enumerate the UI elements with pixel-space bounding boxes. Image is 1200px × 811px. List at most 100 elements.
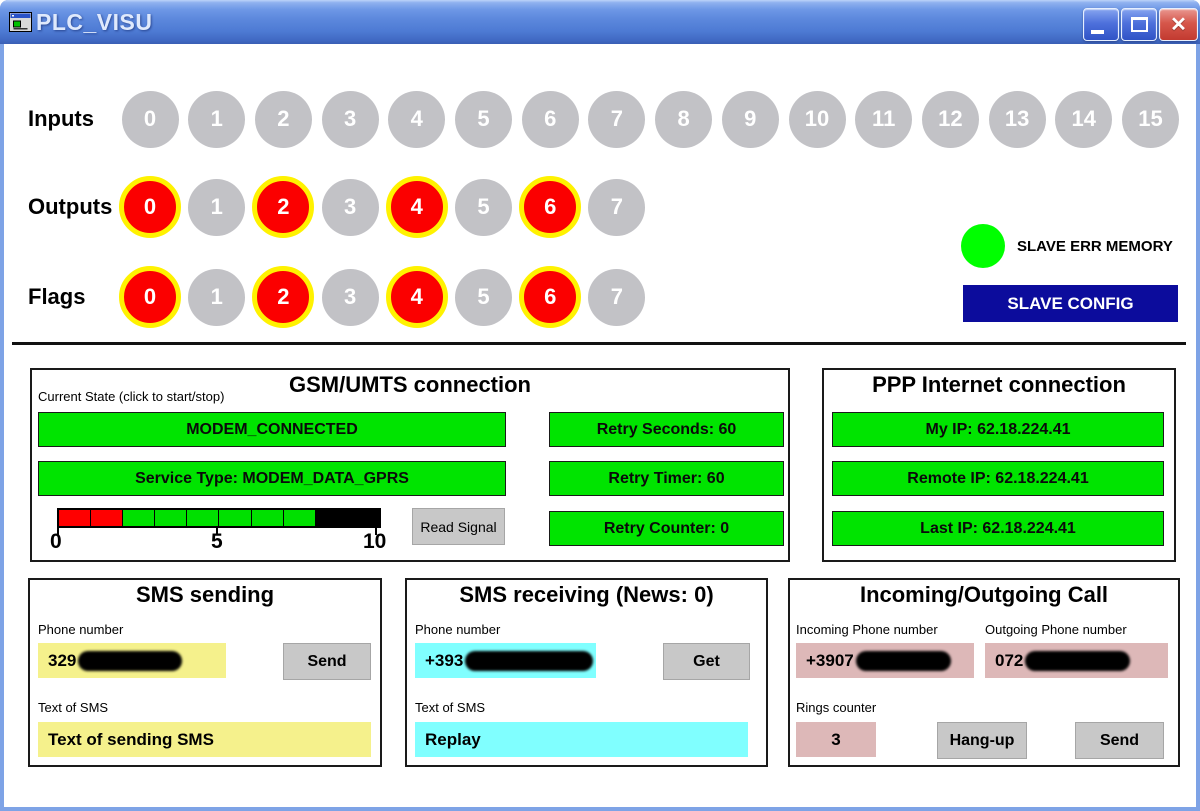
hang-up-button[interactable]: Hang-up <box>937 722 1027 759</box>
outputs-circle-4[interactable]: 4 <box>385 176 448 238</box>
sms-get-button[interactable]: Get <box>663 643 750 680</box>
window-title: PLC_VISU <box>36 9 153 35</box>
call-panel-title: Incoming/Outgoing Call <box>859 582 1109 607</box>
signal-meter-cell-1 <box>91 510 124 526</box>
incoming-phone-field[interactable]: +3907 <box>796 643 974 678</box>
flags-circle-6[interactable]: 6 <box>519 266 582 328</box>
sms-send-phone-value: 329 <box>48 650 77 670</box>
inputs-circle-9: 9 <box>721 90 779 148</box>
inputs-circle-14: 14 <box>1055 90 1113 148</box>
inputs-circle-2: 2 <box>254 90 312 148</box>
my-ip-box: My IP: 62.18.224.41 <box>832 412 1164 447</box>
call-panel: Incoming/Outgoing Call Incoming Phone nu… <box>788 578 1180 767</box>
inputs-circle-4: 4 <box>388 90 446 148</box>
incoming-phone-value: +3907 <box>806 650 854 670</box>
outputs-circle-6[interactable]: 6 <box>519 176 582 238</box>
flags-circle-0[interactable]: 0 <box>119 266 181 328</box>
incoming-phone-label: Incoming Phone number <box>796 622 938 637</box>
minimize-icon <box>1090 29 1104 34</box>
ppp-panel-title: PPP Internet connection <box>872 372 1126 397</box>
sms-recv-phone-label: Phone number <box>415 622 501 637</box>
inputs-circle-6: 6 <box>521 90 579 148</box>
app-icon <box>9 12 32 37</box>
meter-tick-0 <box>57 526 59 535</box>
outputs-circle-7[interactable]: 7 <box>588 178 646 236</box>
slave-config-button[interactable]: SLAVE CONFIG <box>963 285 1178 322</box>
sms-sending-panel: SMS sending Phone number 329 Send Text o… <box>28 578 382 767</box>
inputs-circle-5: 5 <box>455 90 512 148</box>
sms-send-text-field[interactable]: Text of sending SMS <box>38 722 371 757</box>
outputs-row-label: Outputs <box>28 194 113 219</box>
gsm-panel-title: GSM/UMTS connection <box>289 372 531 397</box>
flags-circle-5[interactable]: 5 <box>455 268 512 326</box>
sms-send-phone-field[interactable]: 329 <box>38 643 226 678</box>
meter-tick-10 <box>375 526 377 535</box>
sms-sending-title: SMS sending <box>135 582 275 607</box>
retry-timer-box: Retry Timer: 60 <box>549 461 784 496</box>
sms-send-button[interactable]: Send <box>283 643 371 680</box>
outgoing-phone-field[interactable]: 072 <box>985 643 1168 678</box>
outputs-circle-1[interactable]: 1 <box>188 178 246 236</box>
service-type-box: Service Type: MODEM_DATA_GPRS <box>38 461 506 496</box>
sms-recv-phone-field[interactable]: +393 <box>415 643 596 678</box>
inputs-circle-0: 0 <box>121 90 179 148</box>
flags-row-label: Flags <box>28 284 86 309</box>
call-send-button[interactable]: Send <box>1075 722 1164 759</box>
sms-send-text-label: Text of SMS <box>38 700 109 715</box>
inputs-circle-3: 3 <box>321 90 379 148</box>
rings-counter-label: Rings counter <box>796 700 877 715</box>
redaction-blob <box>855 650 951 671</box>
signal-meter-cell-8 <box>315 510 348 526</box>
flags-circle-2[interactable]: 2 <box>252 266 315 328</box>
current-state-label: Current State (click to start/stop) <box>38 389 225 404</box>
slave-err-memory-lamp <box>961 224 1005 268</box>
flags-circle-3[interactable]: 3 <box>321 268 379 326</box>
meter-label-mid: 5 <box>211 530 223 553</box>
maximize-button[interactable] <box>1121 8 1157 41</box>
meter-tick-5 <box>216 526 218 535</box>
signal-meter <box>57 508 381 528</box>
outgoing-phone-value: 072 <box>995 650 1024 670</box>
sms-recv-text-field[interactable]: Replay <box>415 722 748 757</box>
signal-meter-cell-2 <box>123 510 156 526</box>
inputs-row-label: Inputs <box>28 106 94 131</box>
signal-meter-cell-4 <box>187 510 220 526</box>
signal-meter-cell-9 <box>347 510 379 526</box>
signal-meter-cell-3 <box>155 510 188 526</box>
flags-circle-7[interactable]: 7 <box>588 268 646 326</box>
meter-label-max: 10 <box>363 530 387 553</box>
inputs-circle-10: 10 <box>788 90 846 148</box>
minimize-button[interactable] <box>1083 8 1119 41</box>
slave-err-memory-label: SLAVE ERR MEMORY <box>1017 238 1173 255</box>
flags-circle-4[interactable]: 4 <box>385 266 448 328</box>
sms-receiving-panel: SMS receiving (News: 0) Phone number +39… <box>405 578 768 767</box>
inputs-circle-13: 13 <box>988 90 1046 148</box>
retry-counter-box: Retry Counter: 0 <box>549 511 784 546</box>
remote-ip-box: Remote IP: 62.18.224.41 <box>832 461 1164 496</box>
outputs-circle-2[interactable]: 2 <box>252 176 315 238</box>
close-button[interactable]: ✕ <box>1159 8 1198 41</box>
signal-meter-cell-5 <box>219 510 252 526</box>
outputs-circle-0[interactable]: 0 <box>119 176 181 238</box>
modem-state-box[interactable]: MODEM_CONNECTED <box>38 412 506 447</box>
title-bar[interactable]: PLC_VISU ✕ <box>0 0 1200 44</box>
redaction-blob <box>78 650 183 671</box>
section-divider <box>12 342 1186 345</box>
flags-circle-1[interactable]: 1 <box>188 268 246 326</box>
inputs-circle-12: 12 <box>921 90 979 148</box>
inputs-circle-11: 11 <box>855 90 913 148</box>
read-signal-button[interactable]: Read Signal <box>412 508 505 545</box>
outgoing-phone-label: Outgoing Phone number <box>985 622 1127 637</box>
sms-recv-text-label: Text of SMS <box>415 700 486 715</box>
sms-recv-phone-value: +393 <box>425 650 464 670</box>
ppp-panel: PPP Internet connection My IP: 62.18.224… <box>822 368 1176 562</box>
inputs-circle-8: 8 <box>655 90 713 148</box>
retry-seconds-box: Retry Seconds: 60 <box>549 412 784 447</box>
inputs-circle-1: 1 <box>188 90 246 148</box>
gsm-umts-panel: GSM/UMTS connection Current State (click… <box>30 368 790 562</box>
outputs-circle-5[interactable]: 5 <box>455 178 512 236</box>
sms-receiving-title: SMS receiving (News: 0) <box>459 582 714 607</box>
meter-label-min: 0 <box>50 530 62 553</box>
outputs-circle-3[interactable]: 3 <box>321 178 379 236</box>
